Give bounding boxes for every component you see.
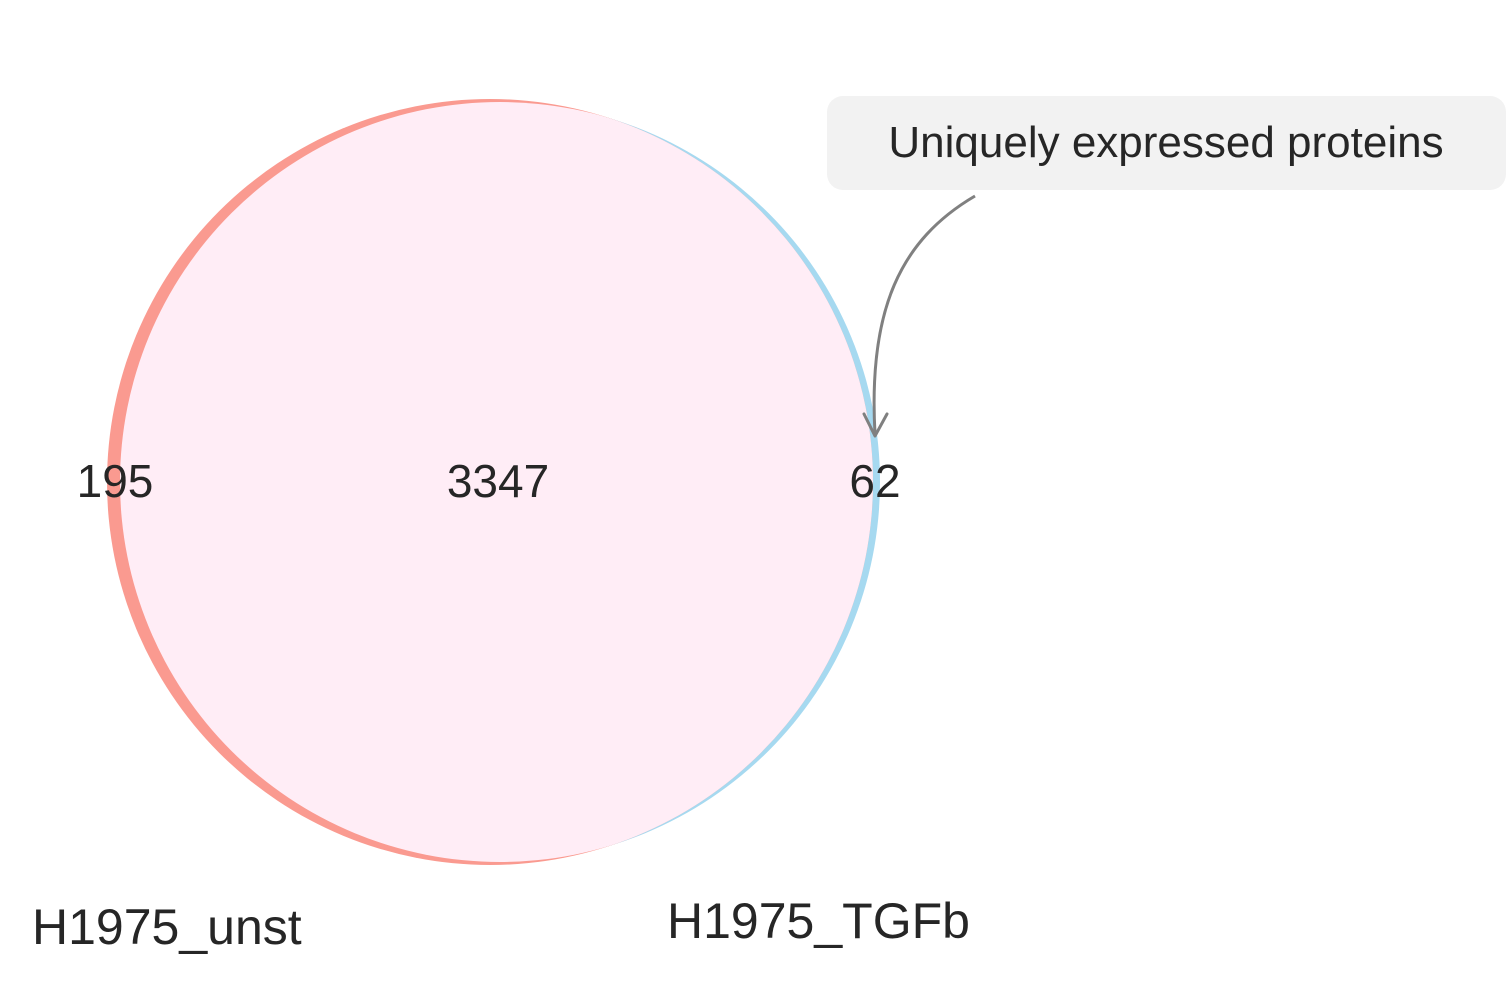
set-label-h1975-unst: H1975_unst	[32, 899, 302, 955]
set-intersection-region	[120, 102, 873, 862]
count-intersection: 3347	[447, 455, 549, 507]
set-label-h1975-tgfb: H1975_TGFb	[667, 893, 970, 949]
count-only-h1975-unst: 195	[77, 455, 154, 507]
annotation-arrowhead	[862, 412, 889, 438]
count-only-h1975-tgfb: 62	[849, 455, 900, 507]
annotation-box	[827, 96, 1506, 190]
annotation-arrow	[872, 194, 976, 435]
annotation-text: Uniquely expressed proteins	[888, 118, 1443, 167]
